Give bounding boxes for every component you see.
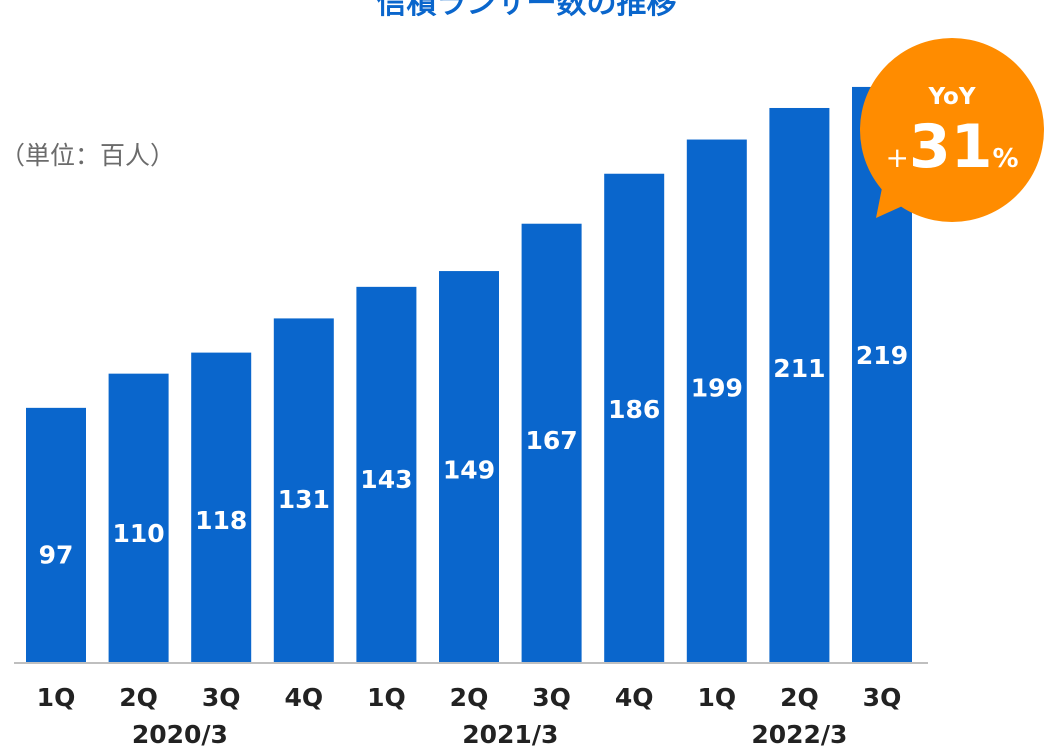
x-tick-label: 3Q <box>202 683 241 712</box>
yoy-figure: +31% <box>858 112 1046 182</box>
bar-4 <box>273 318 334 663</box>
bar-9 <box>686 139 747 664</box>
bar-value-label: 97 <box>39 540 74 569</box>
bar-3 <box>191 352 252 663</box>
bar-value-label: 186 <box>608 395 660 424</box>
x-tick-label: 2Q <box>780 683 819 712</box>
x-tick-label: 1Q <box>367 683 406 712</box>
x-tick-label: 2Q <box>119 683 158 712</box>
bar-value-label: 149 <box>443 455 495 484</box>
bar-value-label: 131 <box>278 485 330 514</box>
yoy-label: YoY <box>928 84 976 110</box>
year-group-label: 2020/3 <box>132 720 228 749</box>
yoy-unit: % <box>992 144 1019 174</box>
bar-value-label: 211 <box>773 354 825 383</box>
x-tick-label: 4Q <box>615 683 654 712</box>
x-tick-label: 4Q <box>284 683 323 712</box>
x-tick-label: 3Q <box>532 683 571 712</box>
bar-7 <box>521 223 582 663</box>
callout-bubble-shape <box>860 38 1044 222</box>
chart-title: 信積ランサー数の推移 <box>376 0 677 21</box>
bar-value-label: 143 <box>360 465 412 494</box>
yoy-value: 31 <box>908 112 993 182</box>
yoy-sign: + <box>885 141 909 174</box>
bar-2 <box>108 373 169 663</box>
bar-value-label: 110 <box>113 519 165 548</box>
x-tick-label: 1Q <box>37 683 76 712</box>
bar-1 <box>26 407 86 663</box>
yoy-callout: YoY +31% <box>858 38 1046 226</box>
bar-5 <box>356 286 417 663</box>
year-group-label: 2021/3 <box>462 720 558 749</box>
bar-value-label: 118 <box>195 506 247 535</box>
x-tick-label: 1Q <box>697 683 736 712</box>
x-tick-label: 2Q <box>450 683 489 712</box>
bar-10 <box>769 107 830 663</box>
bar-6 <box>439 271 499 663</box>
x-tick-label: 3Q <box>863 683 902 712</box>
bar-value-label: 167 <box>526 426 578 455</box>
year-group-label: 2022/3 <box>751 720 847 749</box>
bar-value-label: 219 <box>856 341 908 370</box>
bar-8 <box>604 173 665 663</box>
bar-value-label: 199 <box>691 374 743 403</box>
unit-label: （単位：百人） <box>0 141 176 170</box>
